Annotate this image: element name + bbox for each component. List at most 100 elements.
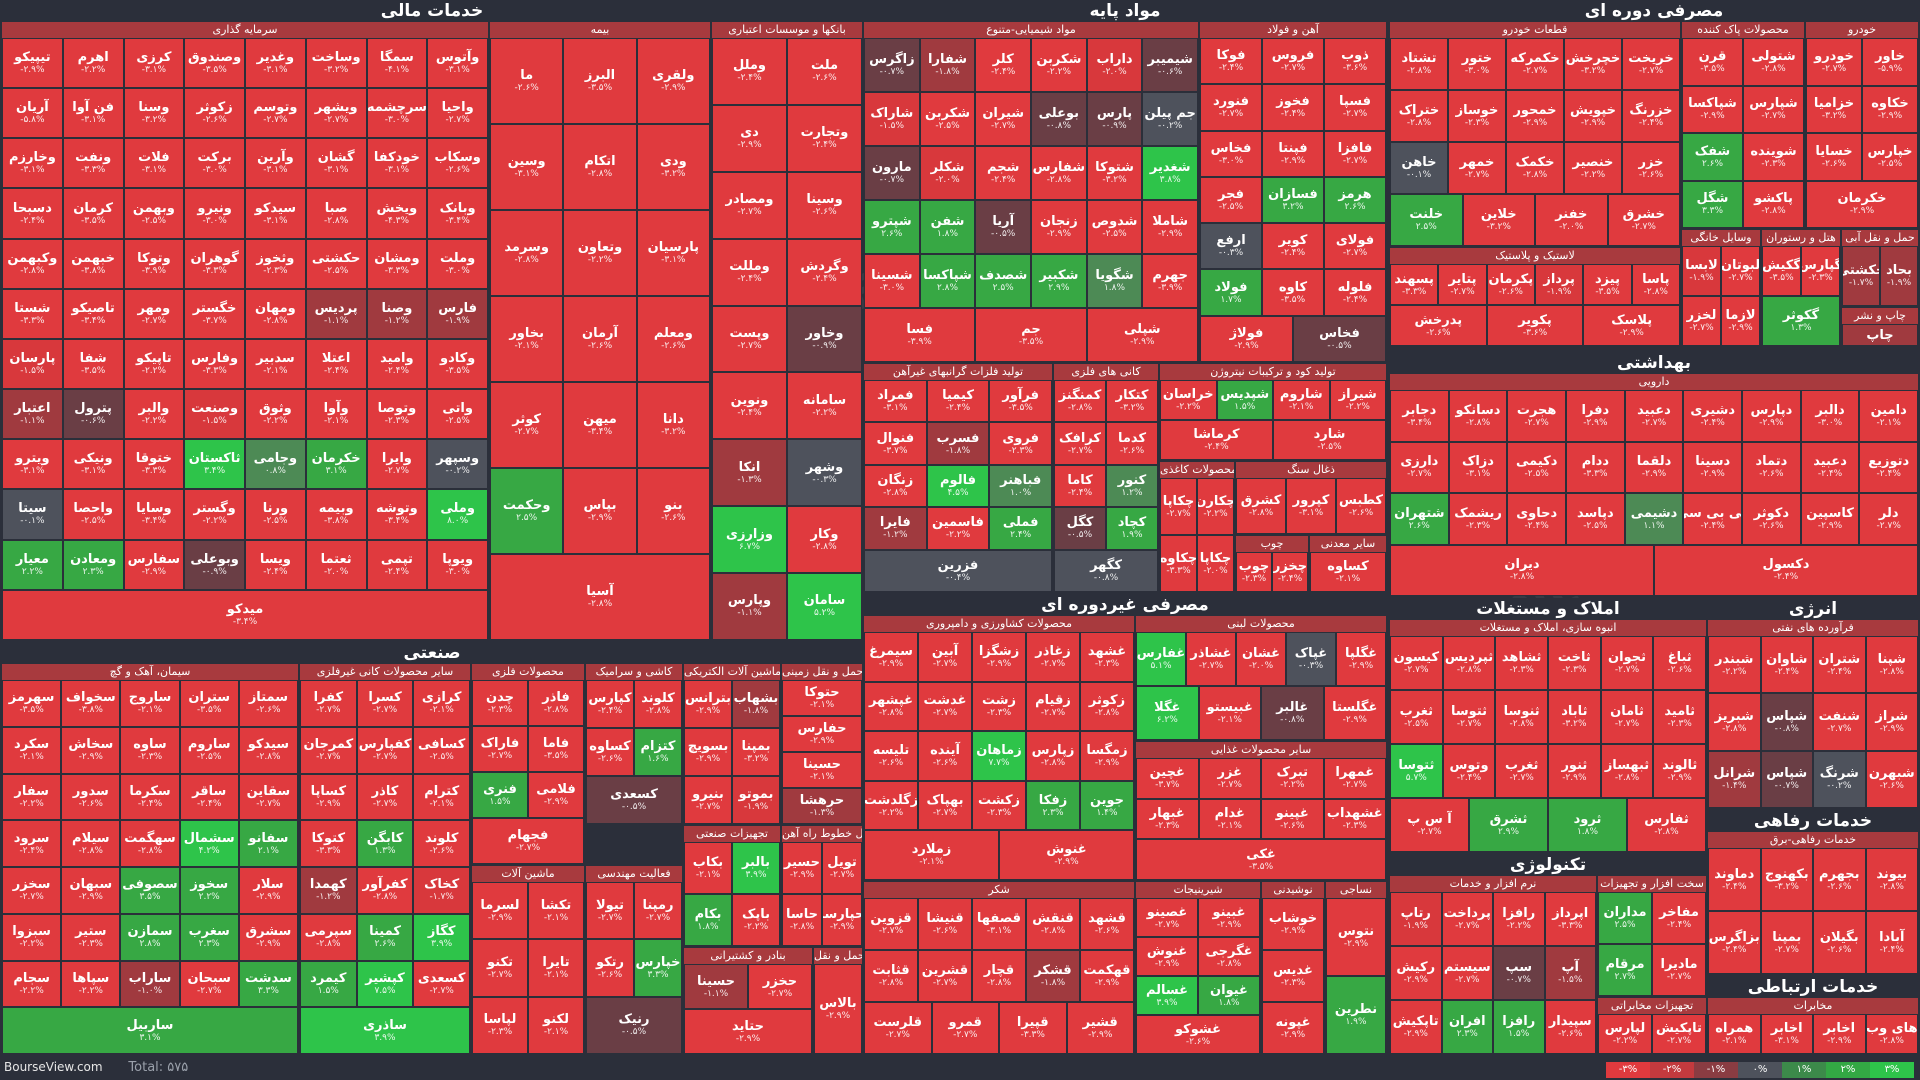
stock-tile[interactable]: تاپیکو -۲.۲% bbox=[123, 338, 185, 390]
stock-tile[interactable]: ختراک -۲.۸% bbox=[1390, 90, 1448, 142]
stock-tile[interactable]: میدکو -۳.۴% bbox=[2, 589, 488, 640]
stock-tile[interactable]: پکرمان -۲.۶% bbox=[1486, 264, 1535, 305]
stock-tile[interactable]: خزر -۲.۶% bbox=[1622, 142, 1680, 194]
stock-tile[interactable]: خنصیر -۲.۲% bbox=[1564, 142, 1622, 194]
stock-tile[interactable]: دتوزیع -۲.۴% bbox=[1859, 441, 1919, 493]
stock-tile[interactable]: جهرم -۳.۹% bbox=[1142, 254, 1199, 308]
stock-tile[interactable]: خلاین -۳.۲% bbox=[1462, 194, 1535, 246]
stock-tile[interactable]: سشرق -۲.۹% bbox=[238, 913, 299, 961]
subsector[interactable]: سخت افزار و تجهیزات مداران ۲.۵% مفاخر -۲.۴% م… bbox=[1598, 876, 1706, 996]
stock-tile[interactable]: ونوین -۲.۴% bbox=[712, 372, 787, 440]
stock-tile[interactable]: خمهر -۲.۷% bbox=[1448, 142, 1506, 194]
stock-tile[interactable]: فاسمین -۲.۲% bbox=[926, 507, 990, 550]
stock-tile[interactable]: ساذری ۳.۹% bbox=[300, 1007, 470, 1054]
stock-tile[interactable]: حسینا -۲.۱% bbox=[782, 752, 862, 788]
stock-tile[interactable]: قشکر -۱.۸% bbox=[1026, 950, 1080, 1002]
stock-tile[interactable]: دحاوی -۲.۴% bbox=[1507, 493, 1567, 545]
stock-tile[interactable]: غشاذر -۲.۷% bbox=[1186, 632, 1236, 686]
stock-tile[interactable]: سفارس -۲.۹% bbox=[123, 539, 185, 590]
stock-tile[interactable]: سمتاز -۲.۶% bbox=[238, 680, 299, 727]
stock-tile[interactable]: بمپنا -۳.۲% bbox=[732, 728, 780, 776]
stock-tile[interactable]: لسرما -۲.۹% bbox=[472, 882, 528, 940]
stock-tile[interactable]: بیوند -۲.۸% bbox=[1865, 848, 1918, 911]
stock-tile[interactable]: ثنور -۲.۹% bbox=[1548, 744, 1601, 798]
stock-tile[interactable]: وشهر -۰.۳% bbox=[787, 439, 862, 507]
stock-tile[interactable]: فمراد -۳.۱% bbox=[864, 380, 927, 423]
stock-tile[interactable]: خودکفا -۳.۱% bbox=[366, 138, 428, 189]
stock-tile[interactable]: فروس -۲.۷% bbox=[1262, 38, 1324, 85]
stock-tile[interactable]: قچار -۲.۸% bbox=[972, 950, 1026, 1002]
stock-tile[interactable]: تویل -۲.۷% bbox=[822, 842, 862, 894]
stock-tile[interactable]: خوساز -۲.۳% bbox=[1448, 90, 1506, 142]
stock-tile[interactable]: مادیرا -۲.۷% bbox=[1652, 944, 1706, 996]
stock-tile[interactable]: ثامان -۲.۷% bbox=[1600, 690, 1654, 744]
stock-tile[interactable]: شیراز -۲.۲% bbox=[1329, 380, 1386, 420]
stock-tile[interactable]: البرز -۳.۵% bbox=[563, 38, 637, 124]
stock-tile[interactable]: قنقش -۲.۸% bbox=[1026, 898, 1080, 950]
stock-tile[interactable]: دجابر -۳.۴% bbox=[1390, 390, 1449, 442]
stock-tile[interactable]: گپارس -۲.۳% bbox=[1801, 246, 1840, 296]
stock-tile[interactable]: لکنو -۲.۱% bbox=[528, 996, 584, 1054]
stock-tile[interactable]: فنری ۱.۵% bbox=[472, 772, 528, 818]
stock-tile[interactable]: دکسول -۲.۴% bbox=[1654, 544, 1918, 596]
stock-tile[interactable]: غشهد -۲.۳% bbox=[1080, 632, 1134, 682]
stock-tile[interactable]: وبهمن -۲.۵% bbox=[123, 188, 185, 239]
subsector[interactable]: نرم افزار و خدمات رتاپ -۱.۹% پرداخت -۲.۷% راف… bbox=[1390, 876, 1596, 1054]
stock-tile[interactable]: فاراک -۲.۷% bbox=[472, 726, 528, 772]
stock-tile[interactable]: چکاوه -۳.۳% bbox=[1160, 535, 1197, 592]
stock-tile[interactable]: دامین -۲.۱% bbox=[1859, 390, 1919, 442]
stock-tile[interactable]: کاما -۲.۴% bbox=[1054, 464, 1106, 508]
stock-tile[interactable]: کی بی سی-۲.۴% bbox=[1683, 493, 1743, 545]
stock-tile[interactable]: زنجان -۲.۹% bbox=[1031, 200, 1087, 254]
stock-tile[interactable]: خکرمان -۲.۹% bbox=[1806, 180, 1918, 228]
stock-tile[interactable]: ساراب -۱.۰% bbox=[120, 960, 180, 1008]
stock-tile[interactable]: کسعدی -۲.۷% bbox=[413, 960, 471, 1008]
stock-tile[interactable]: تاپکیش -۲.۷% bbox=[1652, 1014, 1706, 1054]
stock-tile[interactable]: داراب -۲.۰% bbox=[1086, 38, 1143, 92]
subsector[interactable]: سرمایه گذاری تیپیکو -۲.۹% اهرم -۲.۲% کرزی -۳.۱… bbox=[2, 22, 488, 640]
stock-tile[interactable]: دلر -۲.۷% bbox=[1859, 493, 1919, 545]
stock-tile[interactable]: کساوه -۲.۱% bbox=[1310, 552, 1386, 592]
stock-tile[interactable]: ساقر -۲.۴% bbox=[179, 773, 239, 821]
stock-tile[interactable]: سبهان -۲.۹% bbox=[61, 867, 121, 914]
stock-tile[interactable]: ویوپا -۳.۰% bbox=[427, 539, 488, 590]
stock-tile[interactable]: شکربن -۲.۵% bbox=[919, 92, 976, 146]
stock-tile[interactable]: شپاس -۰.۸% bbox=[1760, 693, 1813, 751]
stock-tile[interactable]: شبهرن -۲.۶% bbox=[1865, 750, 1918, 808]
stock-tile[interactable]: قلرست -۲.۷% bbox=[864, 1002, 932, 1054]
stock-tile[interactable]: قنیشا -۲.۶% bbox=[918, 898, 972, 950]
subsector[interactable]: تجهیزات صنعتی بکاب -۲.۱% بالبر ۳.۹% بکام ۱.۸% ب… bbox=[684, 826, 780, 946]
stock-tile[interactable]: کوثر -۲.۷% bbox=[490, 382, 564, 468]
stock-tile[interactable]: وآوا -۲.۱% bbox=[305, 389, 367, 440]
stock-tile[interactable]: رکیش -۲.۹% bbox=[1390, 946, 1442, 1000]
stock-tile[interactable]: خچرخش -۳.۲% bbox=[1564, 38, 1622, 90]
stock-tile[interactable]: ویخش -۴.۳% bbox=[366, 188, 428, 239]
stock-tile[interactable]: دتماد -۲.۶% bbox=[1742, 441, 1801, 493]
stock-tile[interactable]: غچین -۳.۷% bbox=[1136, 758, 1199, 799]
stock-tile[interactable]: رتکو -۲.۶% bbox=[586, 939, 634, 997]
stock-tile[interactable]: کطبس -۲.۶% bbox=[1336, 478, 1386, 534]
stock-tile[interactable]: دارزی -۲.۷% bbox=[1390, 441, 1449, 493]
stock-tile[interactable]: اتکام -۲.۸% bbox=[563, 124, 637, 210]
stock-tile[interactable]: بمپنا -۲.۷% bbox=[1760, 911, 1813, 974]
stock-tile[interactable]: سرچشمه -۳.۰% bbox=[366, 88, 428, 139]
stock-tile[interactable]: ختور -۳.۰% bbox=[1448, 38, 1506, 90]
stock-tile[interactable]: ثباغ -۲.۶% bbox=[1653, 636, 1707, 690]
stock-tile[interactable]: بموتو -۱.۹% bbox=[732, 776, 780, 824]
stock-tile[interactable]: سلار -۲.۹% bbox=[238, 867, 299, 914]
stock-tile[interactable]: کسافی -۲.۵% bbox=[413, 726, 471, 774]
stock-tile[interactable]: گکوثر ۱.۳% bbox=[1762, 296, 1840, 346]
stock-tile[interactable]: خوشاب -۲.۹% bbox=[1262, 898, 1324, 950]
subsector[interactable]: خودرو خودرو -۲.۷% خاور -۵.۹% خزامیا -۳.۲% خکاوه… bbox=[1806, 22, 1918, 228]
stock-tile[interactable]: تاپکیش -۲.۹% bbox=[1390, 1000, 1442, 1054]
stock-tile[interactable]: وثخوز -۲.۳% bbox=[245, 238, 306, 289]
stock-tile[interactable]: مفاخر -۲.۴% bbox=[1652, 892, 1706, 944]
stock-tile[interactable]: ونیکی -۳.۱% bbox=[62, 439, 124, 490]
stock-tile[interactable]: مارون -۰.۷% bbox=[864, 146, 920, 200]
stock-tile[interactable]: آ س پ -۲.۷% bbox=[1390, 798, 1469, 852]
stock-tile[interactable]: وتوسم -۲.۷% bbox=[245, 88, 306, 139]
stock-tile[interactable]: ولقری -۲.۹% bbox=[636, 38, 710, 124]
stock-tile[interactable]: شتهران ۲.۶% bbox=[1390, 493, 1449, 545]
stock-tile[interactable]: رافزا ۱.۵% bbox=[1493, 1000, 1545, 1054]
stock-tile[interactable]: غبیستو -۲.۱% bbox=[1198, 686, 1261, 740]
